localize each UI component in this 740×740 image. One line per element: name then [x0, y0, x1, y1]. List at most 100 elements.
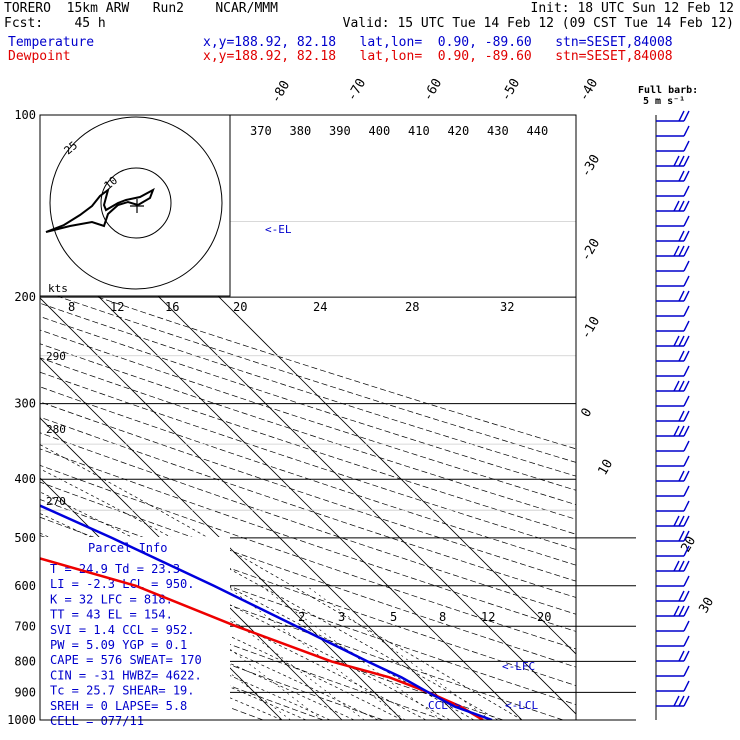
pressure-tick-label: 900 — [14, 685, 36, 699]
wind-barb — [656, 335, 690, 347]
isotherm-label: -70 — [344, 76, 369, 104]
pressure-tick-label: 800 — [14, 654, 36, 668]
temperature-location: x,y=188.92, 82.18 lat,lon= 0.90, -89.60 … — [203, 35, 673, 50]
dewpoint-line — [40, 557, 484, 720]
vapor-label: 8 — [68, 300, 75, 314]
isotherm-label: 20 — [678, 534, 699, 555]
wind-barb — [656, 695, 690, 707]
pressure-tick-label: 300 — [14, 397, 36, 411]
wind-barb — [656, 500, 690, 512]
lfc-annotation: <-LFC — [502, 660, 535, 673]
hodograph-trace — [45, 187, 155, 233]
wind-barb — [656, 245, 690, 257]
dewpoint-location: x,y=188.92, 82.18 lat,lon= 0.90, -89.60 … — [203, 49, 673, 64]
valid-time: Valid: 15 UTC Tue 14 Feb 12 (09 CST Tue … — [342, 16, 734, 31]
wind-barb — [656, 230, 690, 242]
wind-barb — [656, 635, 690, 647]
wind-barb — [656, 260, 690, 272]
moist-adiabat — [40, 513, 451, 720]
wind-barb — [656, 455, 690, 467]
isotherm-label: -30 — [578, 152, 603, 180]
wind-barbs — [656, 110, 690, 707]
wind-barb — [656, 410, 690, 422]
parcel-info-row: SREH = 0 LAPSE= 5.8 — [50, 699, 187, 713]
model-title: TORERO 15km ARW Run2 NCAR/MMM — [4, 1, 278, 16]
dry-adiabat-label: 280 — [46, 423, 66, 436]
isotherm-label: 0 — [578, 406, 595, 420]
plot-frame — [39, 114, 577, 721]
init-time: Init: 18 UTC Sun 12 Feb 12 — [530, 1, 735, 16]
wind-barb — [656, 320, 690, 332]
lcl-annotation: <-LCL — [505, 699, 538, 712]
parcel-info-row: K = 32 LFC = 818. — [50, 592, 173, 606]
parcel-info-title: Parcel Info — [88, 541, 167, 555]
hodograph-units: kts — [48, 282, 68, 295]
vapor-label: 20 — [233, 300, 247, 314]
mixing-ratio-label: 5 — [390, 610, 397, 624]
wind-barb — [656, 125, 690, 137]
wind-barb — [656, 350, 690, 362]
vapor-label: 24 — [313, 300, 327, 314]
theta-e-label: 430 — [487, 124, 509, 138]
vapor-label: 12 — [110, 300, 124, 314]
parcel-info-row: CELL = 077/11 — [50, 714, 144, 728]
isotherm-label: 30 — [696, 595, 717, 616]
barb-legend-line1: Full barb: — [638, 85, 698, 96]
isotherm-label: -10 — [578, 314, 603, 342]
wind-barb — [656, 530, 690, 542]
theta-e-label: 440 — [527, 124, 549, 138]
wind-barb — [656, 380, 690, 392]
pressure-tick-label: 100 — [14, 108, 36, 122]
vapor-label: 16 — [165, 300, 179, 314]
isotherm-label: -60 — [420, 76, 445, 104]
barb-legend-line2: 5 m s⁻¹ — [643, 96, 685, 107]
theta-e-label: 390 — [329, 124, 351, 138]
parcel-info-row: LI = -2.3 LCL = 950. — [50, 577, 195, 591]
theta-e-label: 410 — [408, 124, 430, 138]
wind-barb — [656, 590, 690, 602]
theta-e-label: 420 — [448, 124, 470, 138]
dry-adiabat — [40, 499, 576, 686]
wind-barb — [656, 650, 690, 662]
wind-barb — [656, 290, 690, 302]
parcel-info-row: SVI = 1.4 CCL = 952. — [50, 623, 195, 637]
isotherm-line — [40, 297, 463, 720]
dewpoint-legend: Dewpoint — [8, 49, 71, 64]
dry-adiabat — [40, 573, 444, 720]
isotherm-label: -50 — [498, 76, 523, 104]
temperature-line — [40, 504, 493, 720]
wind-barb — [656, 485, 690, 497]
isotherm-line — [40, 237, 523, 720]
hodograph: 25 10 kts — [39, 114, 231, 297]
wind-barb — [656, 515, 690, 527]
wind-barb — [656, 470, 690, 482]
wind-barb — [656, 305, 690, 317]
theta-e-label: 380 — [290, 124, 312, 138]
wind-barb — [656, 575, 690, 587]
isotherm-label: -40 — [576, 76, 601, 104]
temperature-legend: Temperature — [8, 35, 95, 50]
parcel-info-row: PW = 5.09 YGP = 0.1 — [50, 638, 187, 652]
vapor-label: 28 — [405, 300, 419, 314]
wind-barb — [656, 605, 690, 617]
parcel-info-row: CIN = -31 HWBZ= 4622. — [50, 668, 202, 682]
dry-adiabat — [40, 553, 504, 720]
mixing-ratio-line — [260, 585, 442, 720]
wind-barb — [656, 365, 690, 377]
mixing-ratio-label: 12 — [481, 610, 495, 624]
isotherm-label: -20 — [578, 236, 603, 264]
mixing-ratio-label: 20 — [537, 610, 551, 624]
mixing-ratio-label: 2 — [298, 610, 305, 624]
wind-barb — [656, 170, 690, 182]
parcel-info-row: Tc = 25.7 SHEAR= 19. — [50, 684, 195, 698]
forecast-hour: Fcst: 45 h — [4, 16, 106, 31]
wind-barb — [656, 440, 690, 452]
dry-adiabat-label: 290 — [46, 350, 66, 363]
hodograph-ring-10 — [100, 167, 172, 239]
wind-barb — [656, 425, 690, 437]
isotherm-line — [40, 357, 403, 720]
pressure-tick-label: 200 — [14, 290, 36, 304]
wind-barb — [656, 680, 690, 692]
wind-barb — [656, 275, 690, 287]
parcel-info-row: T = 24.9 Td = 23.3 — [50, 562, 180, 576]
